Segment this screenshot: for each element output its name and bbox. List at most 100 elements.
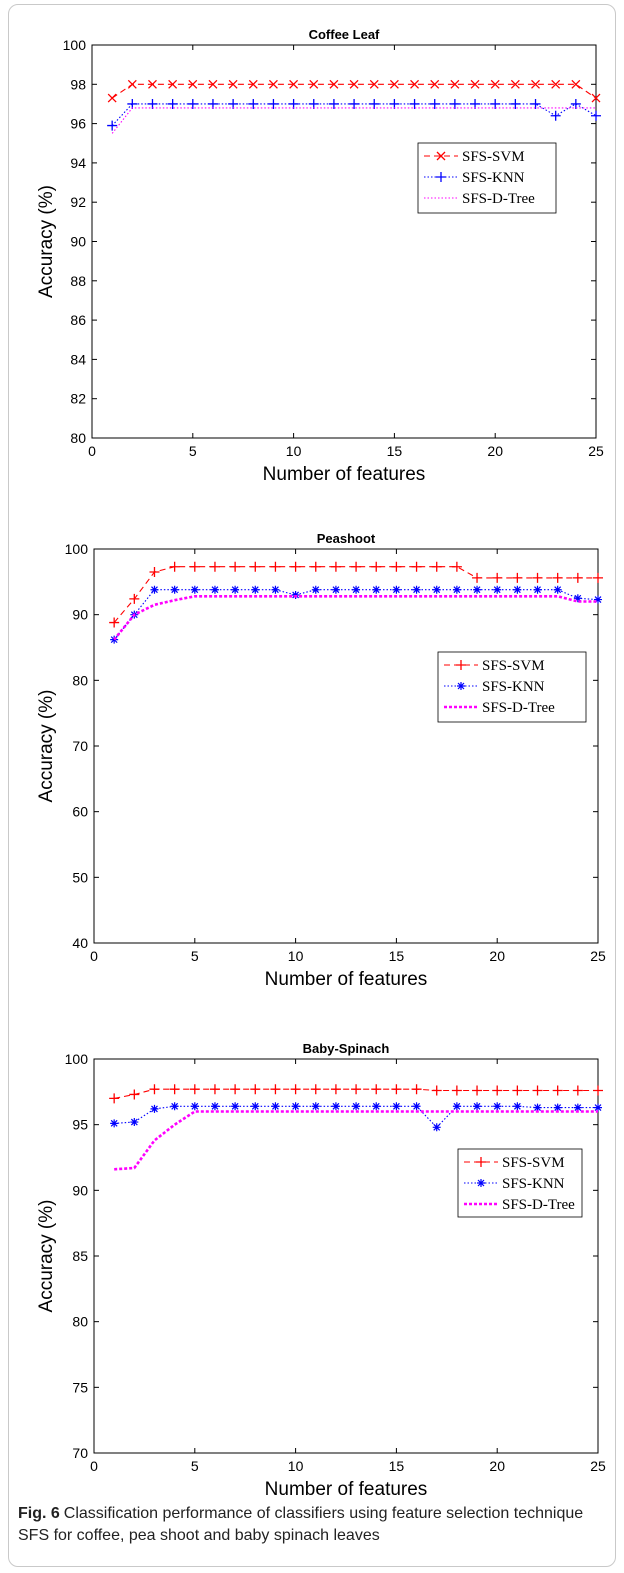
data-point bbox=[110, 1119, 119, 1128]
x-tick-label: 10 bbox=[288, 948, 304, 964]
data-point bbox=[510, 98, 521, 109]
data-point bbox=[429, 98, 440, 109]
data-point bbox=[209, 1084, 220, 1095]
data-point bbox=[472, 1085, 483, 1096]
data-point bbox=[571, 79, 581, 89]
y-tick-label: 88 bbox=[70, 273, 86, 289]
x-axis-label: Number of features bbox=[265, 969, 428, 990]
y-tick-label: 100 bbox=[63, 37, 87, 53]
data-point bbox=[352, 585, 361, 594]
data-point bbox=[107, 120, 118, 131]
data-point bbox=[512, 1085, 523, 1096]
data-point bbox=[231, 1102, 240, 1111]
data-point bbox=[410, 79, 420, 89]
data-point bbox=[308, 98, 319, 109]
data-point bbox=[451, 1085, 462, 1096]
data-point bbox=[268, 79, 278, 89]
data-point bbox=[349, 79, 359, 89]
data-point bbox=[492, 572, 503, 583]
legend-label: SFS-D-Tree bbox=[482, 700, 555, 716]
legend-marker bbox=[457, 682, 465, 690]
data-point bbox=[309, 79, 319, 89]
legend-label: SFS-D-Tree bbox=[462, 191, 535, 207]
x-tick-label: 20 bbox=[489, 1458, 505, 1474]
x-tick-label: 25 bbox=[590, 1458, 606, 1474]
data-point bbox=[553, 1103, 562, 1112]
data-point bbox=[127, 79, 137, 89]
legend: SFS-SVM SFS-KNN SFS-D-Tree bbox=[437, 651, 587, 723]
data-point bbox=[591, 110, 601, 121]
y-tick-label: 84 bbox=[70, 351, 86, 367]
data-point bbox=[510, 79, 520, 89]
chart-3: Baby-Spinach 0 5 10 15 20 25 70 75 80 85 90 95 100 Num… bbox=[36, 1041, 606, 1500]
plot-area bbox=[91, 44, 597, 439]
data-point bbox=[290, 1084, 301, 1095]
data-point bbox=[532, 1085, 543, 1096]
chart-1: Coffee Leaf 0 5 10 15 20 25 80 82 84 86 88 90 92 94 96 9… bbox=[36, 27, 604, 485]
y-tick-label: 100 bbox=[65, 1051, 89, 1067]
data-point bbox=[412, 1102, 421, 1111]
data-point bbox=[593, 572, 603, 583]
data-point bbox=[530, 98, 541, 109]
data-point bbox=[270, 561, 281, 572]
data-point bbox=[311, 585, 320, 594]
data-point bbox=[392, 585, 401, 594]
data-point bbox=[513, 1102, 522, 1111]
data-point bbox=[392, 1102, 401, 1111]
data-point bbox=[170, 1102, 179, 1111]
data-point bbox=[291, 590, 300, 599]
data-point bbox=[169, 1084, 180, 1095]
y-tick-label: 90 bbox=[70, 234, 86, 250]
x-tick-label: 10 bbox=[288, 1458, 304, 1474]
data-point bbox=[231, 585, 240, 594]
data-point bbox=[351, 1084, 362, 1095]
x-tick-label: 20 bbox=[489, 948, 505, 964]
data-point bbox=[109, 1093, 120, 1104]
data-point bbox=[591, 93, 601, 103]
x-tick-label: 0 bbox=[90, 948, 98, 964]
y-tick-label: 40 bbox=[72, 935, 88, 951]
legend-label: SFS-SVM bbox=[502, 1155, 565, 1171]
data-point bbox=[389, 98, 400, 109]
x-tick-label: 15 bbox=[389, 948, 405, 964]
data-point bbox=[411, 561, 422, 572]
data-point bbox=[572, 1085, 583, 1096]
data-point bbox=[209, 561, 220, 572]
y-tick-label: 95 bbox=[72, 1117, 88, 1133]
data-point bbox=[149, 1084, 160, 1095]
data-point bbox=[450, 79, 460, 89]
data-point bbox=[351, 561, 362, 572]
data-point bbox=[532, 572, 543, 583]
data-point bbox=[150, 585, 159, 594]
y-tick-label: 80 bbox=[72, 672, 88, 688]
data-point bbox=[552, 572, 563, 583]
data-point bbox=[371, 1084, 382, 1095]
series-sfs-knn bbox=[110, 585, 602, 644]
data-point bbox=[389, 79, 399, 89]
data-point bbox=[250, 1084, 261, 1095]
legend-marker bbox=[456, 660, 466, 670]
data-point bbox=[290, 561, 301, 572]
data-point bbox=[431, 561, 442, 572]
data-point bbox=[210, 585, 219, 594]
series-sfs-svm bbox=[107, 79, 601, 103]
legend: SFS-SVM SFS-KNN SFS-D-Tree bbox=[417, 142, 557, 214]
chart-2: Peashoot 0 5 10 15 20 25 40 50 60 70 80 90 100 Number … bbox=[36, 531, 606, 990]
data-point bbox=[531, 79, 540, 89]
chart-title: Coffee Leaf bbox=[309, 27, 380, 42]
data-point bbox=[271, 1102, 280, 1111]
x-axis-label: Number of features bbox=[265, 1479, 428, 1500]
data-point bbox=[168, 79, 178, 89]
data-point bbox=[391, 561, 402, 572]
data-point bbox=[288, 98, 299, 109]
data-point bbox=[593, 1085, 603, 1096]
data-point bbox=[391, 1084, 402, 1095]
legend-marker bbox=[436, 172, 446, 182]
y-tick-label: 80 bbox=[70, 430, 86, 446]
data-point bbox=[349, 98, 360, 109]
data-point bbox=[451, 561, 462, 572]
data-point bbox=[190, 585, 199, 594]
y-tick-label: 86 bbox=[70, 312, 86, 328]
data-point bbox=[129, 593, 140, 604]
data-point bbox=[248, 79, 258, 89]
